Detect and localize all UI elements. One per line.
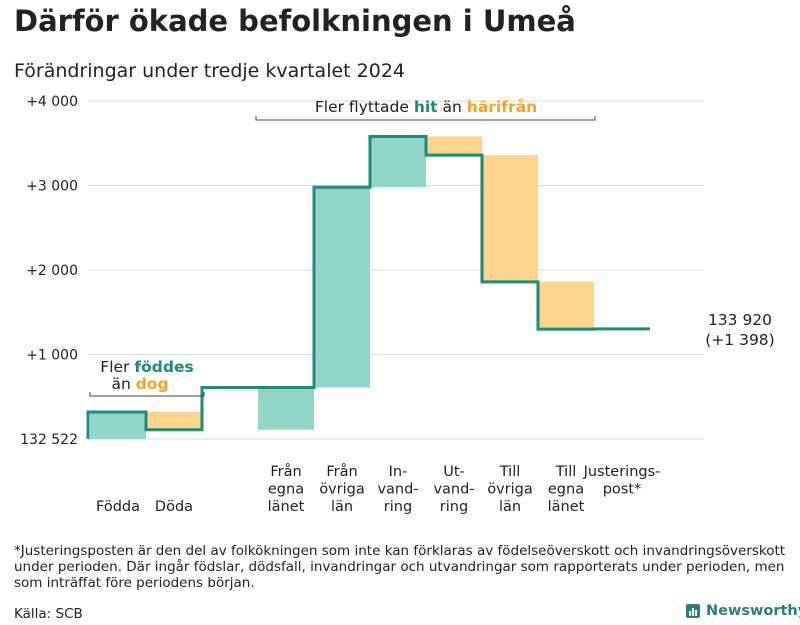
source-label: Källa: SCB (14, 606, 83, 622)
x-tick-label: In- (389, 464, 408, 480)
x-tick-label: övriga (487, 482, 533, 498)
bar (370, 136, 426, 188)
x-tick-label: Från (270, 463, 301, 480)
annotation-text: Fler flyttade (315, 98, 414, 116)
annotation-text: Fler (100, 358, 134, 376)
y-axis-labels: +1 000 +2 000 +3 000 +4 000 132 522 (20, 94, 78, 448)
x-tick-label: vand- (433, 482, 474, 498)
x-tick-label: länet (268, 499, 305, 515)
annotation-keyword-harifran: härifrån (467, 97, 537, 116)
y-tick-label: +4 000 (26, 94, 78, 110)
x-tick-label: Döda (155, 499, 193, 515)
annotation-keyword-dog: dog (136, 375, 169, 393)
x-tick-label: länet (548, 499, 585, 515)
end-value: 133 920 (708, 311, 772, 329)
x-tick-label: län (499, 499, 521, 515)
bar (426, 136, 482, 156)
step-line (86, 134, 650, 439)
waterfall-chart: +1 000 +2 000 +3 000 +4 000 132 522 Födda Död… (20, 94, 775, 515)
y-tick-label: +3 000 (26, 179, 78, 195)
x-axis-labels: Födda DödaFrånegnalänetFrånövrigalänIn-va… (96, 463, 660, 515)
annotation-keyword-hit: hit (414, 98, 438, 116)
annotation-migration: Fler flyttade hit än härifrån (315, 97, 537, 116)
bar (90, 411, 146, 439)
chart-subtitle: Förändringar under tredje kvartalet 2024 (14, 60, 406, 82)
bars (90, 136, 650, 439)
x-tick-label: post* (603, 482, 642, 498)
brand-name: Newsworthy (706, 603, 800, 619)
x-tick-label: vand- (377, 482, 418, 498)
gridlines (88, 100, 704, 440)
annotation-bracket-births (89, 392, 205, 397)
x-tick-label: egna (548, 482, 584, 498)
annotation-text: än (438, 98, 467, 116)
x-tick-label: övriga (319, 482, 365, 498)
bar (538, 281, 594, 330)
x-tick-label: Justerings- (583, 464, 661, 480)
annotation-text: än (111, 375, 135, 393)
end-value-label: 133 920 (+1 398) (705, 311, 774, 349)
annotation-keyword-fodde: föddes (134, 358, 193, 376)
y-tick-label: +2 000 (26, 263, 78, 279)
annotation-births-line2: än dog (111, 375, 168, 393)
x-tick-label: ring (440, 499, 468, 515)
x-tick-label: Från (326, 463, 357, 480)
x-tick-label: Ut- (443, 464, 465, 480)
bar (482, 155, 538, 282)
bar (258, 387, 314, 430)
x-tick-label: Till (555, 464, 577, 480)
end-change: (+1 398) (705, 331, 774, 349)
y-baseline-label: 132 522 (20, 432, 78, 448)
brand-logo: Newsworthy (686, 603, 800, 619)
x-tick-label: egna (268, 482, 304, 498)
x-tick-label: Födda (96, 499, 140, 515)
bar (146, 411, 202, 430)
series-step-line (86, 134, 650, 439)
annotation-bracket-migration (255, 116, 596, 121)
bar (314, 187, 370, 388)
x-tick-label: ring (384, 499, 412, 515)
y-tick-label: +1 000 (26, 348, 78, 364)
x-tick-label: Till (499, 464, 521, 480)
bar-chart-icon (686, 604, 700, 618)
annotation-births-line1: Fler föddes (100, 358, 193, 376)
chart-title: Därför ökade befolkningen i Umeå (14, 4, 576, 38)
x-tick-label: län (331, 499, 353, 515)
footnote: *Justeringsposten är den del av folkökni… (14, 543, 786, 591)
